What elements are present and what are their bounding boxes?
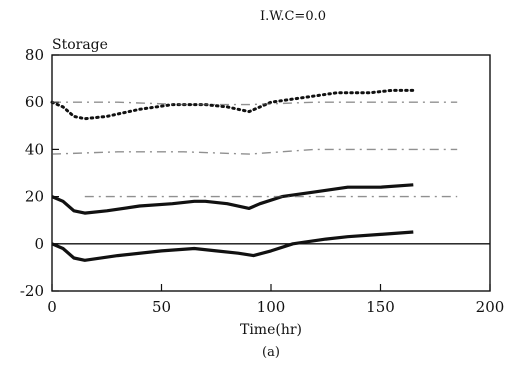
x-axis: 0 50 100 150 200 <box>47 284 504 316</box>
x-tick-label: 50 <box>152 298 171 316</box>
x-tick-label: 0 <box>47 298 57 316</box>
y-tick-label: 40 <box>25 140 44 158</box>
series-line-1 <box>50 88 415 121</box>
y-axis-label: Storage <box>52 37 108 53</box>
series-line-2 <box>51 183 414 215</box>
y-tick-label: 20 <box>25 188 44 206</box>
x-tick-label: 200 <box>476 298 505 316</box>
y-tick-label: 60 <box>25 93 44 111</box>
figure-caption: (a) <box>262 345 280 360</box>
x-tick-label: 100 <box>257 298 286 316</box>
series-group <box>50 88 458 262</box>
y-axis: -20 0 20 40 60 80 <box>20 46 59 300</box>
series-line-3 <box>51 230 414 262</box>
series-line-4 <box>52 101 458 106</box>
x-axis-label: Time(hr) <box>240 322 302 338</box>
chart-title: I.W.C=0.0 <box>260 9 326 24</box>
y-tick-label: 0 <box>34 235 44 253</box>
x-tick-label: 150 <box>366 298 395 316</box>
y-tick-label: 80 <box>25 46 44 64</box>
series-line-5 <box>51 148 458 155</box>
y-tick-label: -20 <box>20 282 44 300</box>
